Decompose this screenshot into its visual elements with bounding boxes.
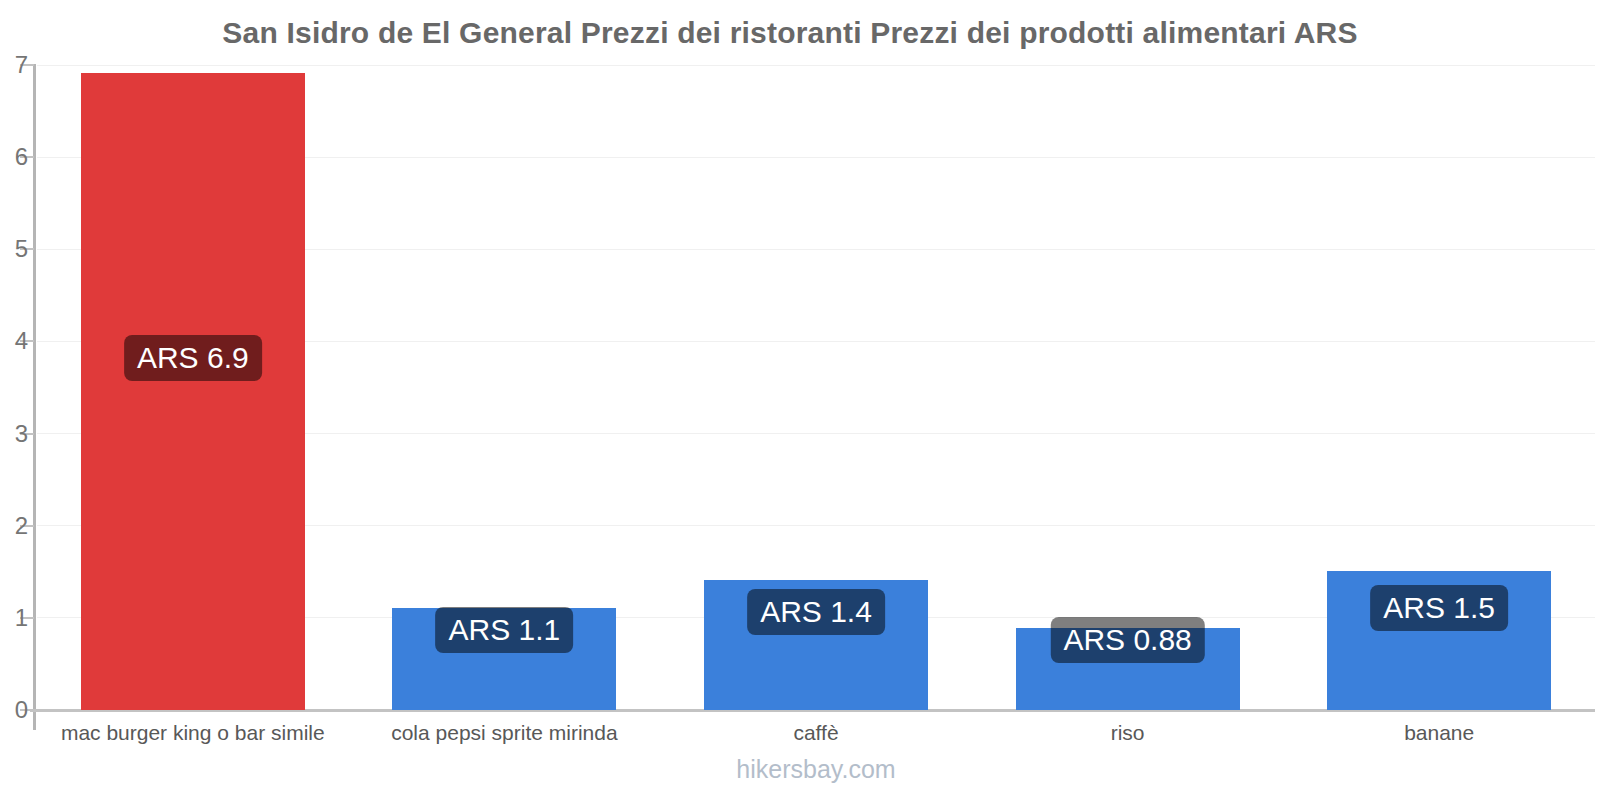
x-axis-label: banane xyxy=(1404,721,1474,745)
plot-area: 0 1 2 3 4 5 6 7 ARS 6.9 mac burger king o bar sim… xyxy=(0,0,1600,800)
x-axis-label: mac burger king o bar simile xyxy=(61,721,325,745)
x-axis-label: cola pepsi sprite mirinda xyxy=(391,721,617,745)
bar-value-label: ARS 1.1 xyxy=(436,607,574,653)
y-axis-tick-label: 0 xyxy=(0,695,28,725)
y-axis-tick-label: 6 xyxy=(0,142,28,172)
y-axis-line xyxy=(33,64,36,730)
y-axis-tick-label: 5 xyxy=(0,234,28,264)
bar-value-label: ARS 6.9 xyxy=(124,335,262,381)
y-axis-tick-label: 2 xyxy=(0,511,28,541)
y-axis-tick-label: 4 xyxy=(0,326,28,356)
x-axis-label: riso xyxy=(1111,721,1145,745)
bar-chart: San Isidro de El General Prezzi dei rist… xyxy=(0,0,1600,800)
y-axis-tick-label: 7 xyxy=(0,50,28,80)
bar-value-label: ARS 1.4 xyxy=(747,589,885,635)
y-axis-tick-label: 1 xyxy=(0,603,28,633)
gridline xyxy=(37,65,1595,66)
watermark-text: hikersbay.com xyxy=(37,755,1595,784)
x-axis-label: caffè xyxy=(793,721,838,745)
bar-value-label: ARS 0.88 xyxy=(1050,617,1204,663)
bar[interactable] xyxy=(81,73,305,710)
bar-value-label: ARS 1.5 xyxy=(1370,585,1508,631)
y-axis-tick-label: 3 xyxy=(0,419,28,449)
